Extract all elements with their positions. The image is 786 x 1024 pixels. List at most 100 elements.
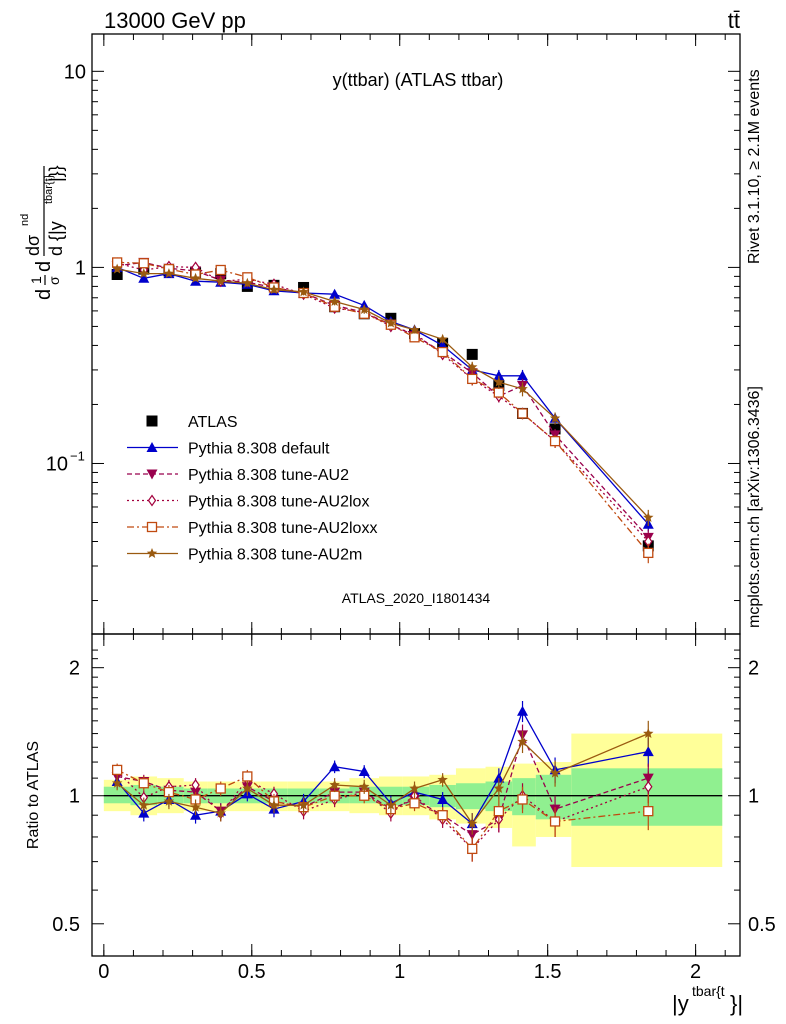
ratio-line-au2: [117, 732, 649, 836]
ratio-point-au2lox: [191, 778, 200, 792]
ratio-point-au2m: [242, 782, 253, 793]
legend-marker-default: [146, 442, 158, 452]
main-y-axis-label: d 1 σ d dσ nd d {|y tbar{t} |}}: [19, 165, 66, 300]
legend-label-au2lox: Pythia 8.308 tune-AU2lox: [188, 494, 369, 511]
ratio-point-default: [517, 705, 529, 716]
data-point-default: [517, 370, 529, 381]
y-label-frac1-num: 1: [28, 276, 44, 284]
y-label-den-sup: tbar{t}: [43, 174, 55, 204]
data-point-au2loxx: [493, 387, 504, 398]
svg-text:d: d: [33, 289, 55, 300]
x-tick-label: 0: [98, 961, 109, 983]
ratio-y-tick-label: 2: [69, 658, 80, 680]
y-tick-label: 10: [46, 453, 68, 475]
ratio-inner-band: [535, 774, 572, 820]
main-plot-title: y(ttbar) (ATLAS ttbar): [333, 70, 504, 90]
legend-label-au2loxx: Pythia 8.308 tune-AU2loxx: [188, 520, 377, 537]
data-point-au2loxx: [549, 435, 561, 447]
ratio-point-au2m: [517, 736, 528, 747]
header-left-label: 13000 GeV pp: [104, 8, 246, 33]
rivet-version-label: Rivet 3.1.10, ≥ 2.1M events: [746, 69, 763, 264]
ratio-y-tick-label-right: 2: [748, 658, 759, 680]
ratio-y-tick-label: 0.5: [52, 914, 80, 936]
legend-label-atlas: ATLAS: [188, 414, 238, 431]
legend-entry-au2lox: Pythia 8.308 tune-AU2lox: [127, 494, 369, 511]
y-label-d2: d: [33, 261, 55, 272]
data-point-au2m: [437, 333, 448, 344]
ratio-plot-panel: 0.5 0.5 1 1 2 2 0 0.5 1 1.5 2 Ratio to ATLAS |y tb…: [25, 633, 776, 1016]
ratio-inner-band: [103, 786, 131, 804]
legend: ATLAS Pythia 8.308 default Pythia 8.308 tu…: [127, 414, 377, 564]
y-label-num: dσ: [23, 235, 43, 256]
ratio-point-au2m: [329, 779, 340, 790]
legend-marker-au2m: [146, 548, 158, 558]
y-label-d: d: [33, 289, 55, 300]
ratio-point-au2m: [358, 781, 370, 792]
data-point-au2m: [517, 383, 528, 394]
data-point-au2m: [493, 376, 505, 387]
data-point-au2m: [409, 324, 420, 335]
ratio-point-default: [437, 793, 449, 804]
ratio-point-au2loxx: [467, 843, 478, 855]
data-point-au2m: [163, 268, 175, 279]
ratio-point-au2loxx: [409, 798, 420, 809]
ratio-point-au2loxx: [643, 805, 654, 817]
ratio-series-au2m: [111, 720, 654, 835]
legend-marker-au2: [146, 469, 158, 480]
watermark-label: ATLAS_2020_I1801434: [342, 590, 491, 606]
ratio-plot-marks: [111, 700, 654, 862]
data-point-au2m: [215, 275, 226, 286]
y-label-num-sup: nd: [19, 214, 31, 226]
ratio-point-au2loxx: [329, 790, 340, 801]
ratio-point-au2m: [409, 782, 420, 793]
ratio-point-au2m: [190, 801, 201, 812]
data-point-au2m: [329, 296, 340, 306]
ratio-point-au2: [466, 830, 478, 841]
y-label-den-end: |}}: [46, 165, 66, 182]
ratio-y-tick-label: 1: [69, 786, 80, 808]
header-right-label: tt̄: [728, 8, 740, 33]
legend-entry-default: Pythia 8.308 default: [127, 441, 330, 458]
ratio-point-au2m: [111, 777, 123, 788]
ratio-point-au2m: [298, 799, 309, 810]
series-line-au2lox: [117, 262, 649, 542]
y-tick-label: 10: [64, 61, 86, 83]
data-point-au2loxx: [467, 373, 478, 385]
legend-label-au2: Pythia 8.308 tune-AU2: [188, 467, 349, 484]
ratio-point-au2m: [268, 799, 280, 810]
data-point-au2m: [242, 277, 253, 288]
x-tick-label: 2: [690, 961, 701, 983]
data-point-au2m: [138, 268, 150, 279]
ratio-point-au2loxx: [549, 816, 561, 827]
data-point-au2m: [268, 284, 280, 295]
ratio-point-au2loxx: [138, 778, 149, 789]
series-line-au2m: [117, 268, 649, 518]
legend-entry-atlas: ATLAS: [146, 414, 238, 431]
ratio-y-axis-label: Ratio to ATLAS: [25, 741, 42, 849]
data-point-au2loxx: [138, 258, 149, 269]
ratio-point-au2m: [385, 799, 397, 810]
x-label-sup: tbar{t: [692, 983, 725, 999]
y-label-frac1-den: σ: [46, 276, 62, 285]
legend-marker-au2loxx: [146, 521, 158, 533]
series-default: [111, 261, 654, 532]
main-plot-marks: [111, 257, 654, 564]
legend-marker-au2lox: [147, 494, 157, 507]
series-au2loxx: [112, 257, 654, 564]
x-tick-label: 0.5: [238, 961, 266, 983]
ratio-point-default: [358, 766, 370, 777]
x-label-base: |y: [672, 991, 689, 1016]
legend-entry-au2m: Pythia 8.308 tune-AU2m: [127, 547, 362, 564]
legend-entry-au2loxx: Pythia 8.308 tune-AU2loxx: [127, 520, 377, 537]
ratio-point-default: [493, 772, 505, 783]
data-point-au2m: [466, 361, 478, 372]
data-point-default: [329, 288, 341, 299]
ratio-point-au2loxx: [242, 771, 253, 782]
ratio-point-au2m: [437, 774, 448, 785]
data-point-au2m: [385, 317, 397, 328]
x-tick-label: 1: [394, 961, 405, 983]
ratio-point-au2loxx: [437, 810, 448, 821]
data-point-au2loxx: [437, 346, 448, 358]
y-label-den: d {|y: [46, 221, 66, 256]
